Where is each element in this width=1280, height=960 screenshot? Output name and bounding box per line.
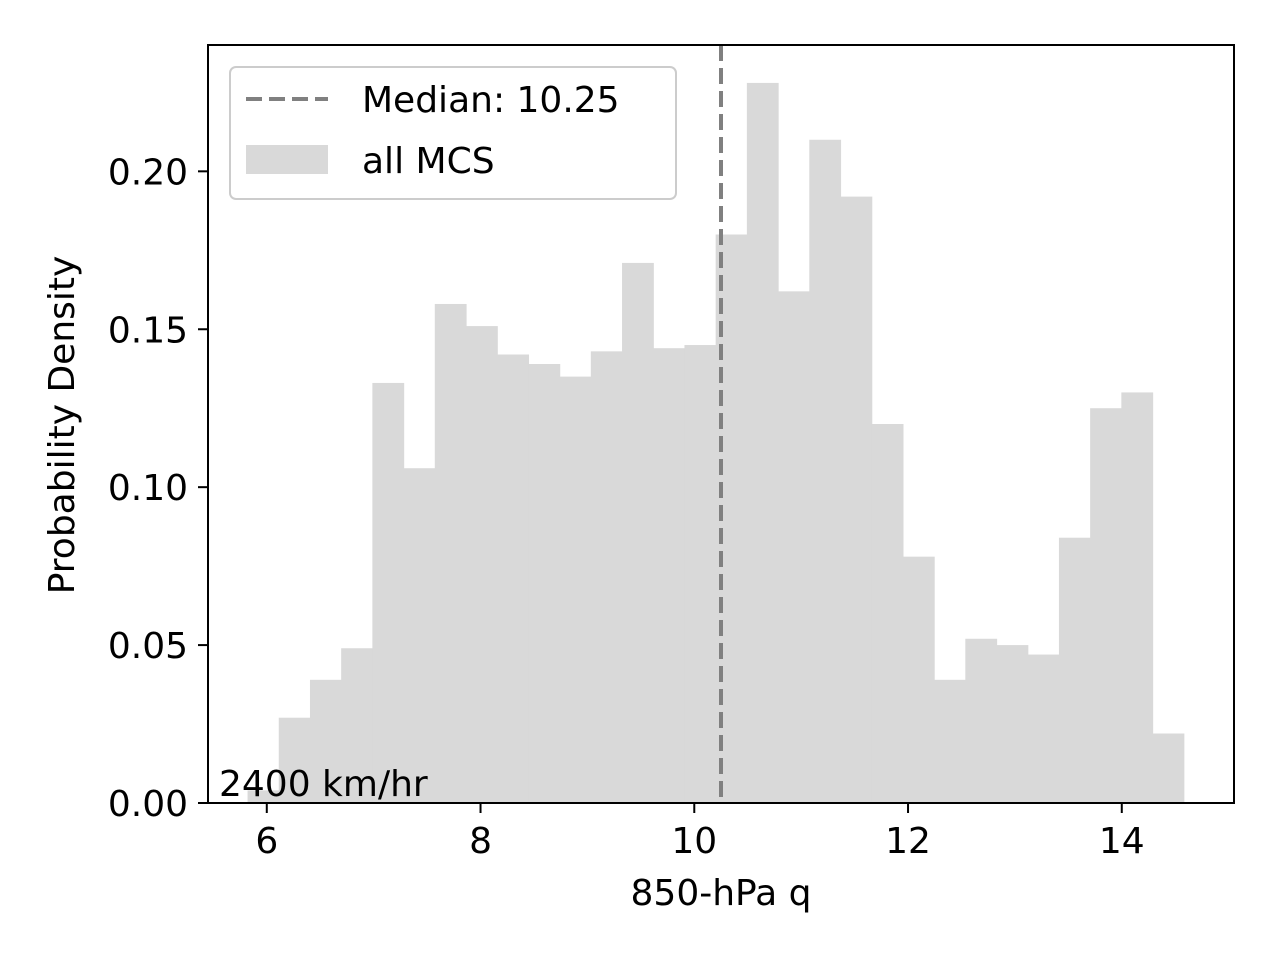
histogram-bar (965, 638, 998, 803)
histogram-bar (372, 382, 405, 803)
histogram-bar (341, 648, 373, 803)
histogram-bar (653, 348, 686, 803)
plot-frame (207, 44, 1235, 804)
histogram-bar (1090, 408, 1122, 803)
x-tick-label: 6 (255, 821, 278, 862)
histogram-bar (1121, 392, 1154, 803)
y-tick-label: 0.15 (108, 310, 188, 351)
histogram-bar (590, 351, 623, 803)
annotation-label: 2400 km/hr (219, 764, 428, 805)
histogram-bar (778, 291, 810, 803)
histogram-bar (497, 354, 530, 803)
legend-hist-swatch (246, 145, 328, 174)
legend-median-label: Median: 10.25 (362, 80, 620, 121)
histogram-bar (902, 556, 935, 803)
y-tick-label: 0.00 (108, 784, 188, 825)
x-tick-label: 12 (885, 821, 931, 862)
x-axis-title: 850-hPa q (631, 873, 812, 914)
histogram-bar (871, 424, 904, 803)
legend: Median: 10.25 all MCS (229, 66, 677, 200)
histogram-bar (996, 645, 1029, 803)
legend-box (229, 66, 677, 200)
x-axis-ticks: 6 8 10 12 14 (255, 803, 1145, 862)
histogram-bar (434, 303, 467, 803)
histogram-bar (465, 326, 498, 803)
histogram-bar (403, 468, 436, 803)
legend-hist-label: all MCS (362, 141, 495, 182)
histogram-bar (559, 376, 592, 803)
histogram-bar (840, 196, 873, 804)
x-tick-label: 14 (1099, 821, 1145, 862)
histogram-bar (1152, 733, 1185, 803)
histogram-bar (278, 717, 311, 803)
histogram-bar (934, 679, 966, 803)
x-tick-label: 10 (671, 821, 717, 862)
histogram-bar (1058, 537, 1091, 803)
histogram-bar (247, 790, 280, 803)
histogram-bar (309, 679, 342, 803)
y-axis-title: Probability Density (42, 256, 83, 595)
y-tick-label: 0.10 (108, 468, 188, 509)
x-tick-label: 8 (469, 821, 492, 862)
histogram-bar (746, 82, 779, 803)
y-tick-label: 0.05 (108, 626, 188, 667)
y-tick-label: 0.20 (108, 152, 188, 193)
histogram-bar (684, 345, 717, 803)
histogram-bar (809, 139, 842, 803)
histogram-bar (622, 262, 654, 803)
histogram-bar (1027, 654, 1060, 803)
histogram-bar (528, 363, 561, 803)
y-axis-ticks: 0.00 0.05 0.10 0.15 0.20 (108, 152, 208, 825)
